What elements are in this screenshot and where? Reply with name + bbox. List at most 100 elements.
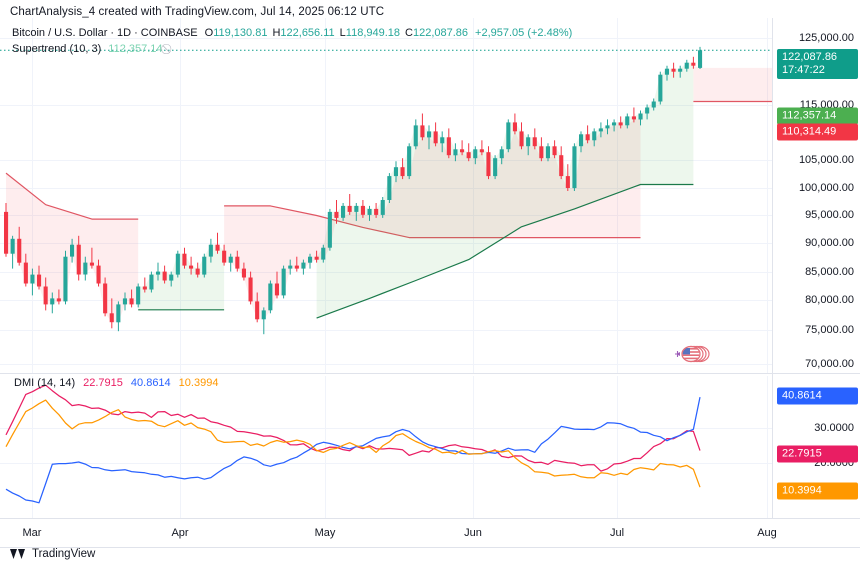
candle-body (658, 74, 663, 102)
pane-separator[interactable] (0, 373, 860, 374)
candle-body (248, 277, 253, 302)
candle-body (50, 298, 55, 305)
candle-body (532, 137, 537, 147)
candle-body (526, 137, 531, 147)
candle-body (37, 274, 42, 287)
legend-ohlc-key: O (204, 27, 214, 39)
footer-brand-label: TradingView (32, 548, 96, 560)
candle-body (89, 262, 94, 266)
dmi-plus-di-tag[interactable]: 22.7915 (777, 445, 858, 463)
candle-body (466, 152, 471, 159)
price-scale-label: 100,000.00 (798, 182, 854, 194)
candle-body (327, 211, 332, 248)
candle-body (334, 211, 339, 218)
legend-ohlc-h: H122,656.11 (272, 27, 335, 39)
candle-body (618, 122, 623, 126)
candle-body (70, 244, 75, 257)
candle-body (255, 301, 260, 320)
legend-ohlc-o: O119,130.81 (204, 27, 268, 39)
candle-body (460, 149, 465, 153)
candle-body (545, 146, 550, 159)
flag-ellipse-watermark-icon (670, 340, 714, 368)
candle-body (473, 149, 478, 159)
price-chart-pane[interactable] (0, 18, 772, 373)
time-scale-label: May (314, 527, 336, 539)
chart-legend: Bitcoin / U.S. Dollar · 1D · COINBASE O1… (12, 26, 572, 57)
candle-body (420, 125, 425, 138)
candle-body (83, 262, 88, 275)
candle-body (579, 134, 584, 147)
candle-body (103, 283, 108, 314)
price-chart-svg (0, 18, 772, 373)
tag-primary-value: 10.3994 (782, 484, 822, 497)
candle-body (30, 274, 35, 284)
candle-body (268, 283, 273, 311)
legend-ohlc-c: C122,087.86 (405, 27, 469, 39)
candle-body (215, 244, 220, 251)
candle-body (17, 238, 22, 263)
dmi-legend-row[interactable]: DMI (14, 14) 22.7915 40.8614 10.3994 (14, 376, 218, 391)
time-scale-label: Aug (757, 527, 777, 539)
candle-body (486, 152, 491, 177)
candle-body (479, 149, 484, 153)
price-scale-label: 80,000.00 (805, 294, 854, 306)
right-price-scale[interactable]: 125,000.00 115,000.00 105,000.00 100,000.00… (773, 0, 860, 518)
legend-supertrend-name: Supertrend (10, 3) (12, 43, 102, 55)
candlestick-series (4, 46, 703, 335)
candle-body (691, 62, 696, 66)
dmi-minus-di-tag[interactable]: 10.3994 (777, 482, 858, 500)
candle-body (308, 256, 313, 263)
legend-indicator-row[interactable]: Supertrend (10, 3) 112,357.14 ⃠ (12, 42, 572, 57)
last-price-tag[interactable]: 122,087.86 17:47:22 (777, 49, 858, 79)
candle-body (122, 298, 127, 305)
dmi-legend-value: 22.7915 (83, 377, 123, 389)
candle-body (294, 265, 299, 269)
supertrend-band-fill (693, 65, 772, 102)
candle-body (56, 298, 61, 302)
candle-body (572, 146, 577, 189)
candle-body (598, 128, 603, 132)
legend-sep-1: · (110, 27, 115, 39)
footer-branding: TradingView (10, 548, 95, 560)
dmi-chart-svg (0, 376, 772, 518)
candle-body (393, 167, 398, 177)
tag-secondary-value: 17:47:22 (782, 64, 825, 76)
dmi-adx-tag[interactable]: 40.8614 (777, 387, 858, 405)
tag-primary-value: 110,314.49 (782, 125, 837, 138)
candle-body (10, 238, 15, 254)
candle-body (195, 268, 200, 275)
candle-body (453, 149, 458, 156)
dmi-legend: DMI (14, 14) 22.7915 40.8614 10.3994 (14, 376, 218, 391)
candle-body (645, 107, 650, 114)
legend-ohlc-key: C (405, 27, 413, 39)
candle-body (519, 131, 524, 147)
legend-symbol-row[interactable]: Bitcoin / U.S. Dollar · 1D · COINBASE O1… (12, 26, 572, 41)
supertrend-band-line (316, 183, 694, 319)
candle-body (23, 262, 28, 284)
candle-body (592, 131, 597, 141)
candle-body (142, 286, 147, 290)
candle-body (638, 113, 643, 120)
candle-body (189, 265, 194, 269)
legend-change: +2,957.05 (+2.48%) (475, 27, 573, 39)
candle-body (374, 208, 379, 215)
dmi-indicator-pane[interactable] (0, 376, 772, 518)
candle-body (625, 116, 630, 126)
time-scale[interactable]: Mar Apr May Jun Jul Aug (0, 518, 860, 548)
candle-body (631, 116, 636, 120)
candle-body (664, 68, 669, 75)
candle-body (288, 265, 293, 269)
supertrend-upper-tag[interactable]: 112,357.14 (777, 107, 858, 125)
candle-body (208, 244, 213, 257)
candle-body (235, 256, 240, 269)
candle-body (281, 268, 286, 296)
candle-body (539, 146, 544, 159)
time-scale-label: Jun (464, 527, 482, 539)
supertrend-lower-tag[interactable]: 110,314.49 (777, 123, 858, 141)
candle-body (241, 268, 246, 278)
dmi-line-adx (5, 396, 701, 504)
legend-interval: 1D (117, 27, 132, 39)
candle-body (698, 50, 703, 68)
candle-body (169, 274, 174, 281)
